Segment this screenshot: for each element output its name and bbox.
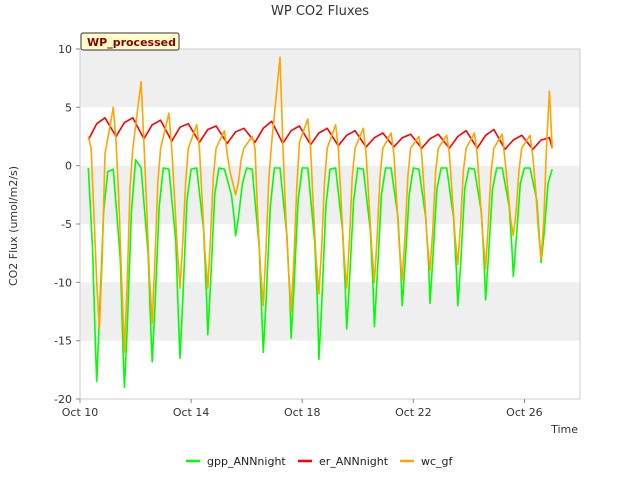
x-tick-label: Oct 10 [62,406,99,419]
y-tick-label: 0 [65,160,72,173]
series-line-er-annnight [87,117,553,151]
legend-label: wc_gf [421,455,454,468]
y-tick-label: 5 [65,101,72,114]
x-tick-label: Oct 18 [284,406,321,419]
x-tick-label: Oct 26 [506,406,543,419]
y-tick-label: -5 [61,218,72,231]
series-line-wc-gf [87,56,553,354]
grid-band [80,282,580,341]
legend: gpp_ANNnight er_ANNnight wc_gf [186,455,454,468]
legend-item-er-annnight: er_ANNnight [298,455,389,468]
legend-item-gpp-annnight: gpp_ANNnight [186,455,286,468]
grid-band [80,49,580,108]
x-tick-label: Oct 22 [395,406,432,419]
legend-label: gpp_ANNnight [207,455,286,468]
chart-title: WP CO2 Fluxes [271,4,369,19]
series-layer [87,56,553,389]
y-axis-label: CO2 Flux (umol/m2/s) [7,166,20,286]
y-tick-label: 10 [58,43,72,56]
legend-item-wc-gf: wc_gf [400,455,454,468]
processed-badge: WP_processed [80,32,180,51]
x-axis-label: Time [550,423,578,436]
series-line-gpp-annnight [87,159,553,389]
ticks-layer: -20 -15 -10 -5 0 5 10 Oct 10 Oct 14 Oct 18 Oct 22 O… [54,43,543,419]
y-tick-label: -10 [54,276,72,289]
badge-label: WP_processed [87,36,176,49]
legend-label: er_ANNnight [319,455,389,468]
y-tick-label: -15 [54,335,72,348]
badge-box [80,32,180,51]
x-tick-label: Oct 14 [173,406,210,419]
y-tick-label: -20 [54,393,72,406]
